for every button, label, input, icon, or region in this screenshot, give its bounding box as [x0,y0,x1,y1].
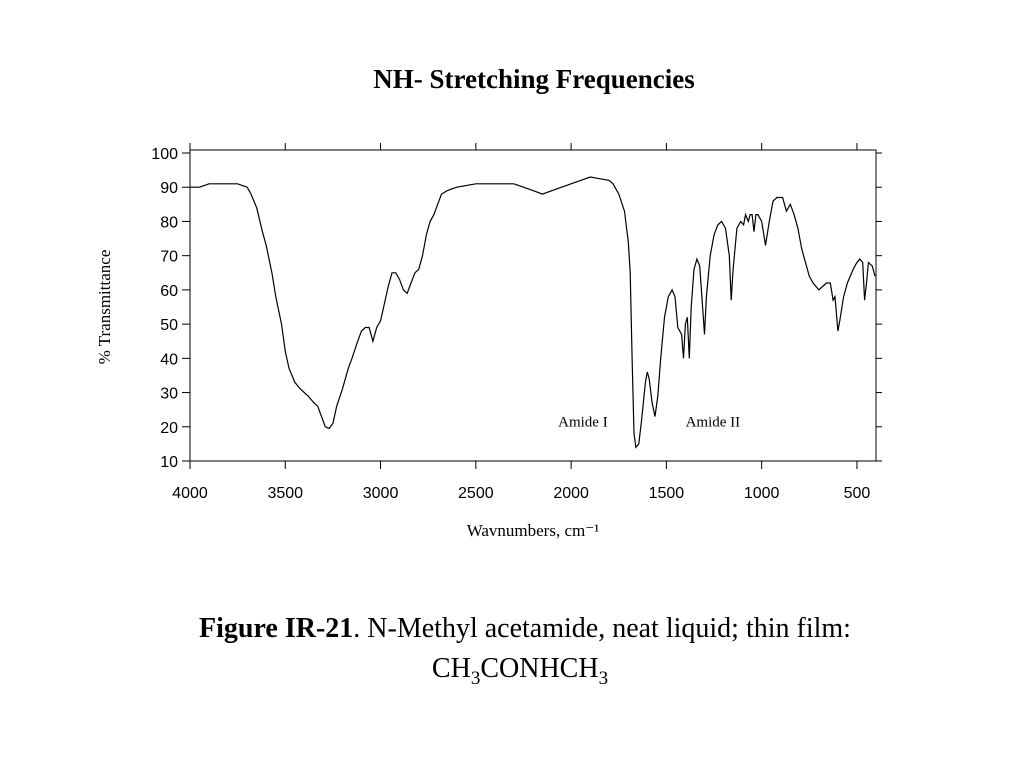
y-tick-label: 70 [160,249,178,266]
caption-text: . N-Methyl acetamide, neat liquid; thin … [353,613,851,644]
chart-title: NH- Stretching Frequencies [373,64,694,94]
x-tick-label: 2500 [458,485,494,502]
x-tick-label: 4000 [172,485,208,502]
formula-part: CONHCH [480,653,598,684]
x-tick-label: 3500 [267,485,303,502]
y-tick-label: 100 [151,146,178,163]
x-tick-label: 500 [844,485,871,502]
formula-subscript: 3 [471,668,481,689]
caption: Figure IR-21. N-Methyl acetamide, neat l… [199,613,851,644]
y-axis-label: % Transmittance [95,250,114,365]
y-tick-label: 50 [160,317,178,334]
caption-label: Figure IR-21 [199,613,353,644]
x-axis-label: Wavnumbers, cm⁻¹ [467,521,600,540]
y-tick-label: 10 [160,454,178,471]
y-tick-label: 60 [160,283,178,300]
plot-frame [189,149,877,462]
y-tick-label: 20 [160,420,178,437]
annotation: Amide I [558,414,608,430]
y-tick-label: 40 [160,351,178,368]
formula: CH3CONHCH3 [432,653,608,689]
y-tick-label: 90 [160,180,178,197]
x-tick-label: 1000 [744,485,780,502]
y-tick-label: 80 [160,214,178,231]
annotation: Amide II [686,414,741,430]
formula-part: CH [432,653,471,684]
x-tick-label: 1500 [649,485,685,502]
y-tick-label: 30 [160,386,178,403]
x-tick-label: 2000 [553,485,589,502]
spectrum-line [190,176,876,449]
x-tick-label: 3000 [363,485,399,502]
formula-subscript: 3 [599,668,609,689]
